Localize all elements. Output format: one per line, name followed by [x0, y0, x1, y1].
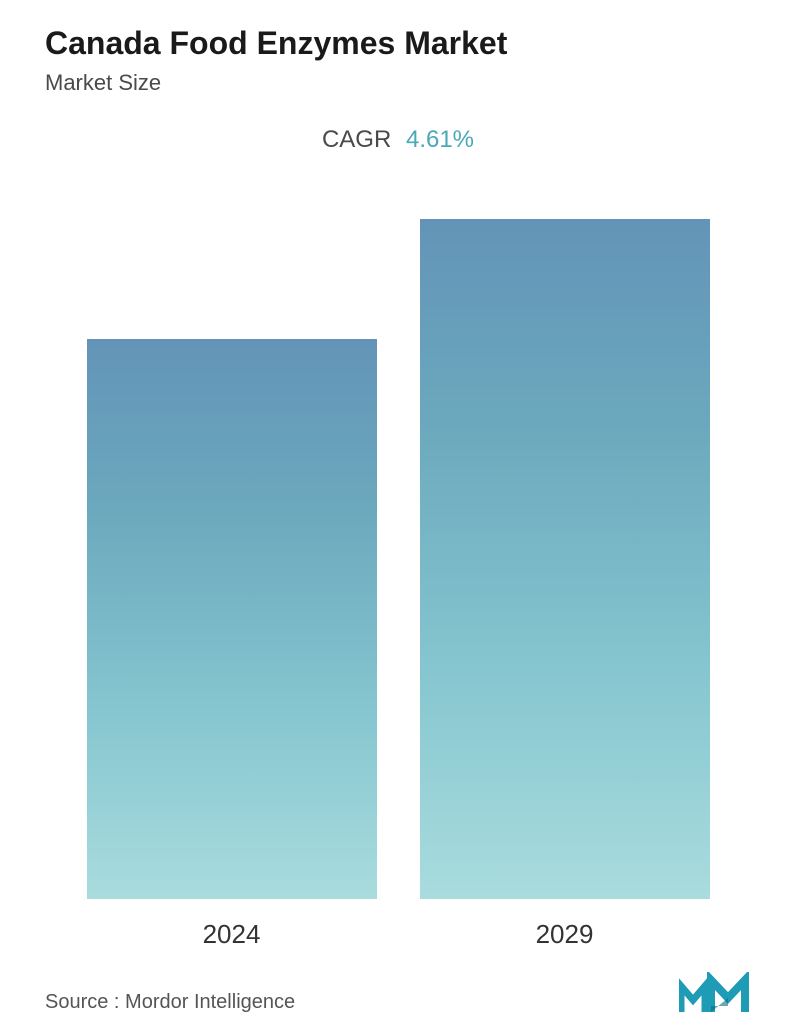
- bar-0: [87, 339, 377, 899]
- source-text: Source : Mordor Intelligence: [45, 991, 295, 1014]
- bar-group-1: 2029: [420, 219, 710, 950]
- bar-label-1: 2029: [536, 919, 594, 950]
- chart-subtitle: Market Size: [45, 70, 751, 96]
- chart-title: Canada Food Enzymes Market: [45, 25, 751, 62]
- cagr-label: CAGR: [322, 126, 391, 153]
- cagr-value: 4.61%: [406, 126, 474, 153]
- chart-area: 2024 2029: [45, 184, 751, 950]
- footer: Source : Mordor Intelligence: [45, 950, 751, 1034]
- brand-logo-icon: [679, 972, 751, 1014]
- bar-label-0: 2024: [203, 919, 261, 950]
- bar-group-0: 2024: [87, 339, 377, 950]
- bar-1: [420, 219, 710, 899]
- cagr-row: CAGR 4.61%: [45, 126, 751, 154]
